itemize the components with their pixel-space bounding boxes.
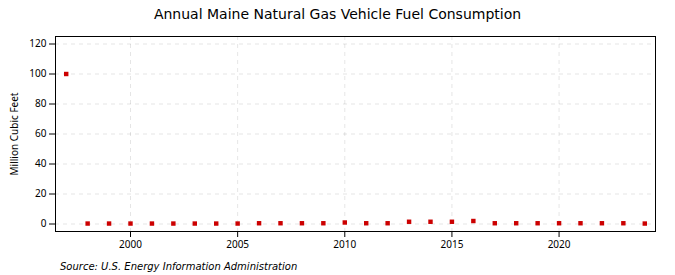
svg-text:2015: 2015: [440, 237, 463, 251]
svg-text:2010: 2010: [333, 237, 356, 251]
svg-text:120: 120: [29, 36, 46, 50]
svg-text:0: 0: [41, 216, 47, 230]
html-text:Annual Maine Natural Gas Vehic: Annual Maine Natural Gas Vehicle Fuel Co…: [153, 6, 522, 22]
svg-text:60: 60: [35, 126, 47, 140]
svg-text:80: 80: [35, 96, 47, 110]
svg-text:2020: 2020: [548, 237, 571, 251]
svg-text:20: 20: [35, 186, 47, 200]
svg-text:40: 40: [35, 156, 47, 170]
svg-text:100: 100: [29, 66, 46, 80]
svg-text:2005: 2005: [226, 237, 249, 251]
svg-text:Million Cubic Feet: Million Cubic Feet: [7, 92, 21, 175]
html-text:Source: U.S. Energy Informatio: Source: U.S. Energy Information Administ…: [60, 261, 298, 272]
svg-text:2000: 2000: [119, 237, 142, 251]
